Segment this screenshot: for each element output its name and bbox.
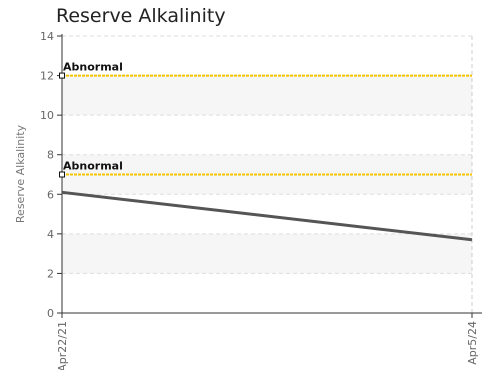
y-tick-label: 0 (47, 307, 54, 320)
y-tick-label: 12 (40, 70, 54, 83)
reference-label: Abnormal (63, 61, 123, 74)
reference-label: Abnormal (63, 160, 123, 173)
plot-band (62, 75, 472, 116)
y-tick-label: 4 (47, 228, 54, 241)
reference-marker (59, 171, 65, 178)
reference-lines: Abnormal Abnormal (59, 61, 472, 178)
y-tick-label: 10 (40, 109, 54, 122)
chart-title: Reserve Alkalinity (56, 5, 226, 27)
y-tick-label: 14 (40, 30, 54, 43)
plot-band (62, 233, 472, 274)
y-tick-label: 2 (47, 267, 54, 280)
reference-marker (59, 72, 65, 79)
x-tick-label: Apr22/21 (56, 321, 69, 370)
y-axis-ticks: 0 2 4 6 8 10 12 14 (40, 30, 62, 320)
series-line (61, 190, 473, 242)
x-axis-ticks: Apr22/21 Apr5/24 (56, 313, 479, 370)
y-tick-label: 6 (47, 188, 54, 201)
y-tick-label: 8 (47, 149, 54, 162)
x-tick-label: Apr5/24 (466, 321, 479, 365)
series-lines (61, 190, 473, 242)
y-axis-label: Reserve Alkalinity (14, 124, 27, 223)
